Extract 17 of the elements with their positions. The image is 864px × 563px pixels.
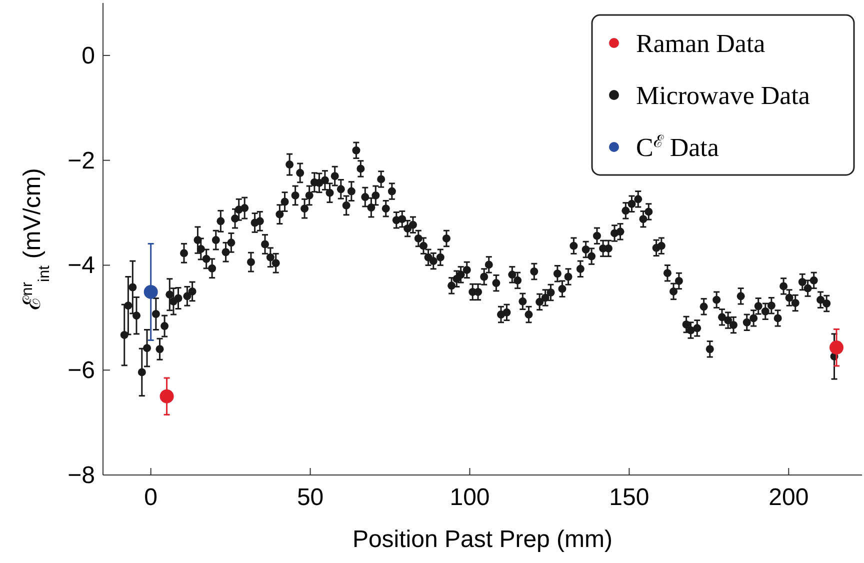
- point: [160, 389, 174, 404]
- x-tick-label: 0: [144, 484, 158, 511]
- x-tick-label: 150: [609, 484, 650, 511]
- y-tick-label: −8: [68, 462, 95, 489]
- y-tick-label: −4: [68, 252, 95, 280]
- legend-label: Raman Data: [636, 29, 766, 58]
- point: [829, 340, 844, 355]
- x-axis-title: Position Past Prep (mm): [352, 526, 613, 553]
- y-tick-label: −6: [68, 357, 95, 384]
- y-tick-label: 0: [82, 42, 95, 70]
- y-tick-label: −2: [68, 147, 95, 174]
- point: [144, 284, 158, 299]
- legend-label: C$^{ℰ}$ Data: [636, 132, 720, 162]
- x-tick-label: 100: [450, 484, 490, 511]
- x-tick-label: 200: [768, 484, 809, 511]
- legend-label: Microwave Data: [636, 81, 810, 110]
- x-tick-label: 50: [296, 484, 324, 511]
